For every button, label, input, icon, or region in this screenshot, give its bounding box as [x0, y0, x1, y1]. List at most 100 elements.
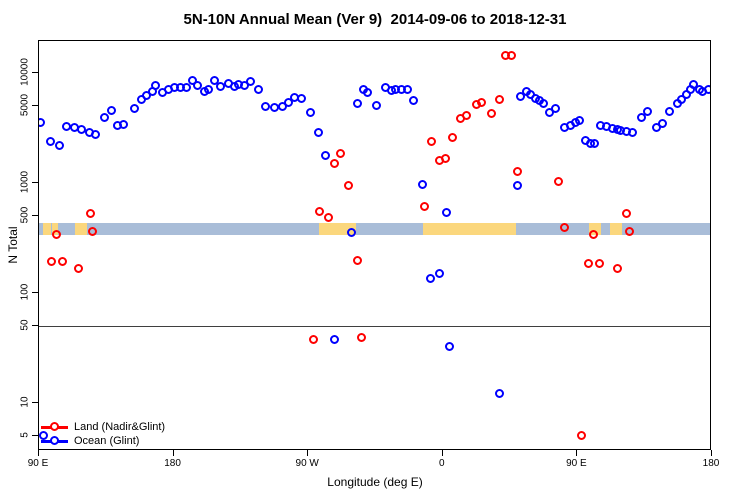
y-axis-tick-label: 500	[19, 206, 31, 224]
legend-marker-ocean-icon	[50, 436, 59, 445]
legend-row-ocean: Ocean (Glint)	[41, 435, 261, 447]
x-axis-tick	[307, 450, 309, 456]
ocean-data-point	[551, 103, 561, 113]
ocean-data-point	[192, 80, 202, 90]
x-axis-tick-label: 180	[164, 458, 181, 469]
ocean-data-point	[210, 75, 220, 85]
land-data-point	[309, 335, 319, 345]
ocean-data-point	[39, 431, 48, 441]
land-data-point	[554, 176, 564, 186]
ocean-data-point	[283, 97, 293, 107]
land-data-point	[476, 97, 486, 107]
x-axis-tick-label: 180	[702, 458, 720, 469]
land-data-point	[612, 263, 622, 273]
ocean-data-point	[261, 102, 271, 112]
land-strip-segment	[610, 223, 623, 236]
land-data-point	[494, 95, 504, 105]
legend-label-land: Land (Nadir&Glint)	[74, 421, 166, 433]
land-data-point	[576, 431, 586, 441]
x-axis-tick-label: 90 W	[295, 458, 319, 469]
x-axis-tick-label: 90 E	[27, 458, 49, 469]
ocean-data-point	[253, 84, 263, 94]
land-data-point	[51, 230, 61, 240]
ocean-data-point	[90, 129, 100, 139]
x-axis-title: Longitude (deg E)	[327, 475, 423, 489]
ocean-data-point	[512, 181, 522, 190]
x-axis-tick	[38, 450, 39, 456]
ocean-data-point	[107, 106, 117, 116]
ocean-strip	[39, 223, 710, 236]
ocean-data-point	[442, 207, 452, 217]
ocean-data-point	[246, 76, 256, 86]
land-strip-segment	[52, 223, 59, 236]
y-axis-title: N Total	[6, 226, 20, 264]
land-data-point	[352, 256, 362, 266]
ocean-data-point	[150, 80, 160, 90]
ocean-data-point	[129, 104, 139, 114]
land-data-point	[440, 154, 450, 164]
y-axis-tick-label: 100	[19, 283, 31, 301]
reference-line-50	[39, 326, 710, 328]
ocean-data-point	[306, 108, 316, 118]
x-axis-tick-label: 0	[439, 458, 445, 469]
land-data-point	[86, 209, 96, 219]
ocean-data-point	[425, 274, 435, 284]
ocean-data-point	[39, 118, 45, 128]
ocean-data-point	[363, 88, 373, 98]
land-data-point	[584, 258, 594, 268]
ocean-data-point	[204, 85, 214, 95]
land-data-point	[57, 257, 67, 267]
land-data-point	[427, 136, 437, 146]
y-axis-tick	[32, 292, 38, 293]
ocean-data-point	[665, 106, 675, 116]
ocean-data-point	[119, 120, 129, 130]
ocean-data-point	[352, 98, 362, 108]
land-data-point	[419, 202, 429, 211]
y-axis-tick-label: 5000	[19, 93, 31, 117]
land-strip-segment	[423, 223, 517, 236]
y-axis-tick	[32, 402, 38, 403]
x-axis-tick	[576, 450, 578, 456]
land-data-point	[74, 264, 84, 274]
ocean-data-point	[642, 106, 652, 116]
ocean-data-point	[636, 113, 646, 123]
ocean-data-point	[627, 127, 637, 137]
land-data-point	[357, 332, 367, 342]
land-data-point	[621, 209, 631, 219]
ocean-data-point	[539, 98, 549, 108]
ocean-data-point	[330, 335, 340, 345]
ocean-data-point	[418, 179, 428, 189]
land-data-point	[512, 166, 522, 176]
legend-row-land: Land (Nadir&Glint)	[41, 421, 261, 433]
ocean-data-point	[277, 102, 287, 112]
ocean-data-point	[409, 96, 419, 106]
land-data-point	[315, 206, 325, 216]
land-data-point	[461, 111, 471, 121]
y-axis-tick	[32, 215, 38, 217]
ocean-data-point	[403, 84, 413, 94]
x-axis-tick	[172, 450, 174, 456]
ocean-data-point	[494, 389, 504, 399]
x-axis-tick	[711, 450, 712, 456]
plot-area: Land (Nadir&Glint) Ocean (Glint)	[38, 40, 711, 450]
land-data-point	[343, 180, 353, 190]
ocean-data-point	[313, 128, 323, 138]
land-data-point	[324, 212, 334, 222]
land-data-point	[87, 226, 97, 236]
y-axis-tick	[32, 72, 38, 73]
ocean-data-point	[515, 91, 525, 101]
y-axis-tick-label: 50	[19, 319, 31, 331]
legend-label-ocean: Ocean (Glint)	[74, 435, 140, 447]
y-axis-tick-label: 10	[19, 396, 31, 408]
y-axis-tick	[32, 105, 38, 107]
y-axis-tick	[32, 182, 38, 183]
x-axis-tick	[441, 450, 443, 456]
y-axis-tick-label: 5	[19, 432, 31, 438]
land-data-point	[487, 109, 497, 119]
ocean-data-point	[346, 227, 356, 237]
ocean-data-point	[99, 112, 109, 122]
ocean-data-point	[657, 118, 667, 128]
land-strip-segment	[589, 223, 602, 236]
ocean-data-point	[182, 83, 192, 93]
